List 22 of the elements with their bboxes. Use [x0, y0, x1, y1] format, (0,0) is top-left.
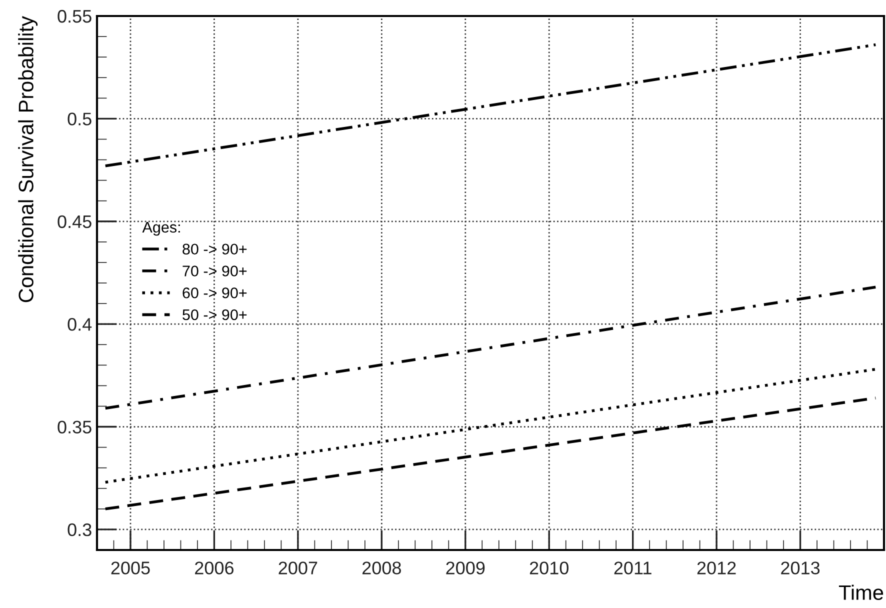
- x-tick-label: 2012: [697, 562, 736, 574]
- legend-label: 50 -> 90+: [182, 309, 247, 320]
- x-tick-label: 2008: [362, 562, 401, 574]
- x-tick-label: 2006: [195, 562, 234, 574]
- y-tick-label: 0.4: [68, 318, 92, 331]
- x-tick-label: 2007: [278, 562, 318, 574]
- x-axis-title: Time: [838, 584, 884, 600]
- y-tick-label: 0.35: [58, 420, 92, 434]
- y-tick-label: 0.45: [58, 215, 92, 228]
- y-tick-label: 0.3: [68, 523, 92, 536]
- x-tick-label: 2009: [446, 562, 485, 574]
- y-axis-title: Conditional Survival Probability: [18, 16, 38, 302]
- legend-label: 60 -> 90+: [182, 287, 247, 298]
- y-tick-label: 0.55: [58, 10, 92, 23]
- x-tick-label: 2011: [614, 562, 652, 574]
- legend-title: Ages:: [142, 222, 180, 236]
- x-tick-label: 2005: [111, 562, 150, 574]
- x-tick-label: 2013: [781, 562, 820, 574]
- x-tick-label: 2010: [530, 562, 568, 574]
- legend-label: 80 -> 90+: [182, 244, 247, 255]
- y-tick-label: 0.5: [68, 112, 92, 126]
- legend-label: 70 -> 90+: [182, 266, 247, 276]
